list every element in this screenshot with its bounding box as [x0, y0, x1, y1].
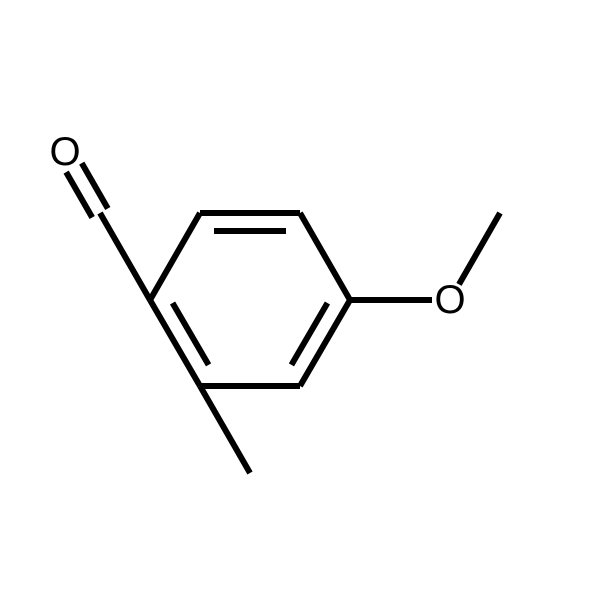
bond-line	[200, 386, 250, 473]
bond-line	[300, 213, 350, 300]
atom-label: O	[434, 278, 465, 322]
bond-line	[100, 213, 150, 300]
molecule-diagram: OO	[0, 0, 600, 600]
bond-line	[291, 303, 327, 365]
bond-line	[173, 303, 209, 365]
atom-label: O	[49, 130, 80, 174]
bond-line	[459, 213, 500, 284]
bond-line	[150, 213, 200, 300]
